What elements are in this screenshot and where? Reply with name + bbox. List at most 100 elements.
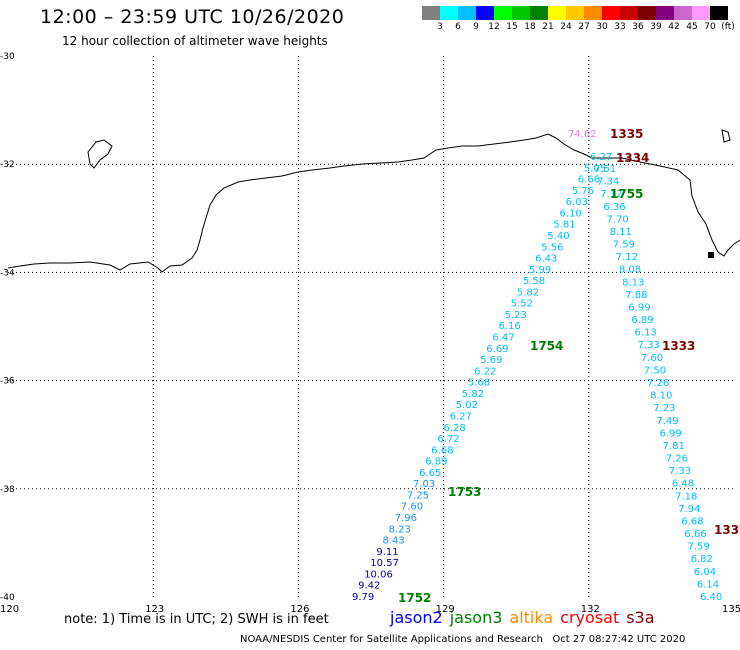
color-scale-label: 24	[560, 22, 572, 32]
track-value: 6.27	[590, 152, 612, 163]
track-value: 6.47	[492, 333, 514, 344]
track-value: 6.68	[681, 517, 703, 528]
color-scale-label: 18	[524, 22, 536, 32]
color-scale-label: 70	[704, 22, 716, 32]
track-value: 6.22	[474, 366, 496, 377]
track-value: 7.49	[656, 416, 678, 427]
track-value: 6.04	[694, 567, 716, 578]
longitude-label: 135	[722, 604, 740, 615]
track-value: 8.10	[650, 391, 672, 402]
track-value: 6.03	[566, 197, 588, 208]
color-scale-label: (ft)	[721, 22, 735, 32]
track-value: 5.69	[480, 355, 502, 366]
track-value: 6.48	[672, 479, 694, 490]
color-scale-label: 30	[596, 22, 608, 32]
track-value: 7.26	[666, 454, 688, 465]
pass-label: 1752	[398, 591, 431, 605]
color-scale-label: 3	[437, 22, 443, 32]
longitude-label: 120	[0, 604, 19, 615]
track-value: 5.05	[584, 163, 606, 174]
track-value: 6.27	[450, 412, 472, 423]
color-scale-label: 21	[542, 22, 554, 32]
track-value: 8.08	[619, 265, 641, 276]
color-scale-label: 15	[506, 22, 518, 32]
track-value: 6.28	[444, 423, 466, 434]
color-scale-swatch	[638, 6, 656, 20]
color-scale-swatch	[440, 6, 458, 20]
track-value: 5.02	[456, 400, 478, 411]
color-scale-bar	[422, 6, 728, 20]
track-value: 7.33	[638, 340, 660, 351]
color-scale-label: 6	[455, 22, 461, 32]
track-value: 6.65	[419, 468, 441, 479]
island-coastline	[721, 129, 731, 143]
color-scale-label: 33	[614, 22, 626, 32]
color-scale-label: 36	[632, 22, 644, 32]
track-value: 5.82	[462, 389, 484, 400]
track-value: 6.36	[603, 202, 625, 213]
pass-label: 1753	[448, 485, 481, 499]
longitude-label: 123	[145, 604, 164, 615]
track-value: 10.57	[370, 558, 399, 569]
track-value: 8.11	[610, 227, 632, 238]
track-value: 7.59	[688, 542, 710, 553]
pass-label: 1335	[610, 127, 643, 141]
color-scale-swatch	[494, 6, 512, 20]
color-scale-label: 9	[473, 22, 479, 32]
island-coastline	[708, 252, 714, 258]
track-value: 6.14	[697, 579, 719, 590]
track-value: 5.76	[572, 186, 594, 197]
track-value: 7.96	[395, 513, 417, 524]
legend-item-altika: altika	[509, 608, 554, 627]
color-scale-label: 42	[668, 22, 680, 32]
track-value: 5.23	[505, 310, 527, 321]
track-value: 74.62	[568, 129, 597, 140]
track-value: 6.69	[486, 344, 508, 355]
island-coastline	[87, 139, 113, 169]
track-value: 6.89	[425, 457, 447, 468]
track-value: 5.68	[468, 378, 490, 389]
track-value: 6.66	[684, 529, 706, 540]
track-value: 5.52	[511, 299, 533, 310]
color-scale-swatch	[584, 6, 602, 20]
track-value: 6.43	[535, 254, 557, 265]
pass-label: 1333	[662, 339, 695, 353]
track-value: 8.13	[622, 277, 644, 288]
color-scale-swatch	[548, 6, 566, 20]
color-scale-swatch	[602, 6, 620, 20]
track-value: 6.72	[437, 434, 459, 445]
track-value: 7.18	[675, 491, 697, 502]
track-value: 7.25	[407, 491, 429, 502]
track-value: 7.50	[644, 365, 666, 376]
track-value: 7.88	[625, 290, 647, 301]
track-value: 7.23	[653, 403, 675, 414]
track-value: 9.42	[358, 581, 380, 592]
color-scale-swatch	[674, 6, 692, 20]
track-value: 10.06	[364, 569, 393, 580]
timestamp: Oct 27 08:27:42 UTC 2020	[552, 634, 686, 645]
color-scale-swatch	[512, 6, 530, 20]
track-value: 6.66	[578, 175, 600, 186]
latitude-label: -38	[0, 485, 15, 495]
track-value: 7.33	[669, 466, 691, 477]
color-scale-swatch	[692, 6, 710, 20]
track-value: 9.79	[352, 592, 374, 603]
track-value: 7.51	[594, 164, 616, 175]
footnote: note: 1) Time is in UTC; 2) SWH is in fe…	[64, 612, 329, 627]
pass-label: 1334	[616, 151, 649, 165]
pass-label: 1754	[530, 339, 563, 353]
coastline	[7, 133, 740, 273]
color-scale-swatch	[458, 6, 476, 20]
satellite-legend: jason2 jason3 altika cryosat s3a	[390, 608, 662, 627]
track-value: 6.68	[431, 445, 453, 456]
color-scale-label: 12	[488, 22, 500, 32]
track-value: 7.12	[616, 252, 638, 263]
latitude-label: -34	[0, 268, 15, 278]
track-value: 6.40	[700, 592, 722, 603]
legend-item-cryosat: cryosat	[560, 608, 620, 627]
track-value: 7.60	[641, 353, 663, 364]
page-subtitle: 12 hour collection of altimeter wave hei…	[62, 34, 328, 48]
longitude-label: 126	[290, 604, 309, 615]
